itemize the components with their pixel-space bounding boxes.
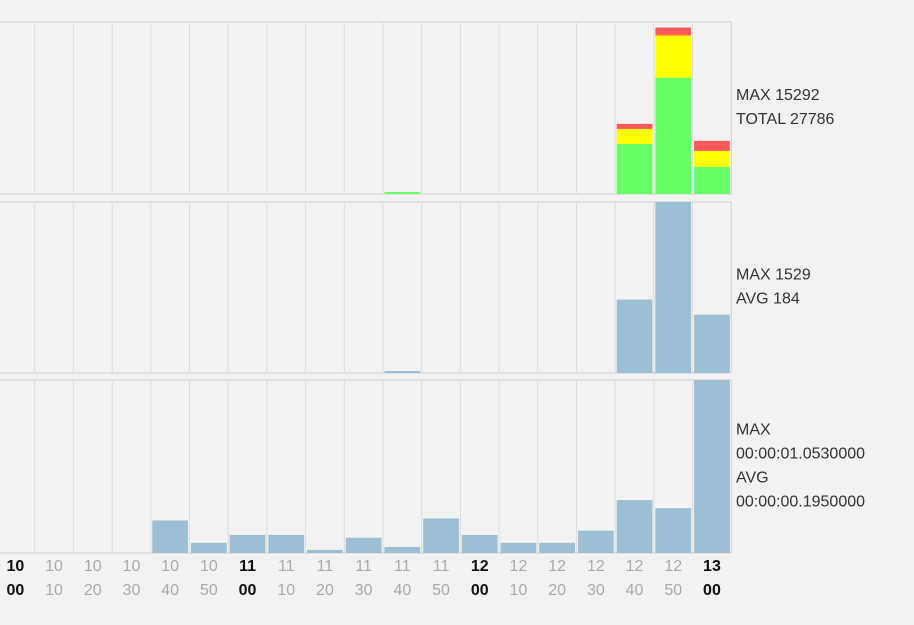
stat-label: 00:00:00.1950000 (736, 494, 865, 511)
minute-label: 50 (664, 582, 682, 599)
bar-segment (655, 35, 692, 78)
bar (268, 534, 305, 553)
bar (616, 299, 653, 373)
hour-label: 10 (84, 558, 102, 575)
bar-segment (655, 77, 692, 194)
stat-label: TOTAL 27786 (736, 111, 835, 128)
hour-label: 12 (587, 558, 605, 575)
stat-label: MAX (736, 422, 771, 439)
bar (655, 508, 692, 553)
bar (578, 530, 614, 553)
minute-label: 20 (548, 582, 566, 599)
minute-label: 00 (239, 582, 257, 599)
hour-label: 10 (200, 558, 218, 575)
bar (539, 542, 575, 553)
hour-label: 12 (548, 558, 566, 575)
hour-label: 13 (703, 558, 721, 575)
bar-segment (616, 123, 653, 129)
hour-label: 11 (317, 558, 334, 575)
bar-segment (655, 27, 692, 36)
hour-label: 12 (626, 558, 644, 575)
hour-label: 10 (6, 558, 24, 575)
bar (423, 518, 459, 553)
stat-label: 00:00:01.0530000 (736, 446, 865, 463)
bar (191, 542, 227, 553)
bar (345, 537, 382, 553)
bar-segment (616, 128, 653, 144)
minute-label: 10 (510, 582, 528, 599)
hour-label: 11 (355, 558, 372, 575)
bar-segment (694, 150, 730, 167)
minute-label: 00 (471, 582, 489, 599)
hour-label: 10 (123, 558, 141, 575)
stat-label: AVG 184 (736, 291, 800, 308)
minute-label: 00 (6, 582, 24, 599)
minute-label: 40 (161, 582, 179, 599)
minute-label: 20 (84, 582, 102, 599)
hour-label: 12 (510, 558, 528, 575)
bar (694, 314, 730, 373)
bar (655, 202, 692, 373)
bar (307, 549, 343, 553)
bar (461, 534, 498, 553)
stat-label: MAX 1529 (736, 267, 811, 284)
hour-label: 12 (471, 558, 489, 575)
minute-label: 10 (277, 582, 295, 599)
minute-label: 50 (200, 582, 218, 599)
bar (500, 542, 537, 553)
bar (616, 500, 653, 553)
minute-label: 30 (355, 582, 373, 599)
bar (229, 534, 266, 553)
bar-segment (694, 166, 730, 194)
hour-label: 11 (278, 558, 295, 575)
minute-label: 30 (587, 582, 605, 599)
bar (694, 380, 730, 553)
bar (152, 520, 188, 553)
minute-label: 00 (703, 582, 721, 599)
bar-segment (694, 140, 730, 151)
bar-segment (616, 143, 653, 194)
hour-label: 10 (45, 558, 63, 575)
minute-label: 50 (432, 582, 450, 599)
minute-label: 40 (626, 582, 644, 599)
hour-label: 11 (394, 558, 411, 575)
minute-label: 30 (123, 582, 141, 599)
hour-label: 10 (161, 558, 179, 575)
bar (384, 370, 421, 373)
hour-label: 11 (239, 558, 256, 575)
hour-label: 12 (664, 558, 682, 575)
minute-label: 20 (316, 582, 334, 599)
minute-label: 10 (45, 582, 63, 599)
stat-label: MAX 15292 (736, 87, 820, 104)
bar-segment (384, 192, 421, 194)
minute-label: 40 (393, 582, 411, 599)
stat-label: AVG (736, 470, 769, 487)
hour-label: 11 (433, 558, 450, 575)
bar (384, 546, 421, 553)
